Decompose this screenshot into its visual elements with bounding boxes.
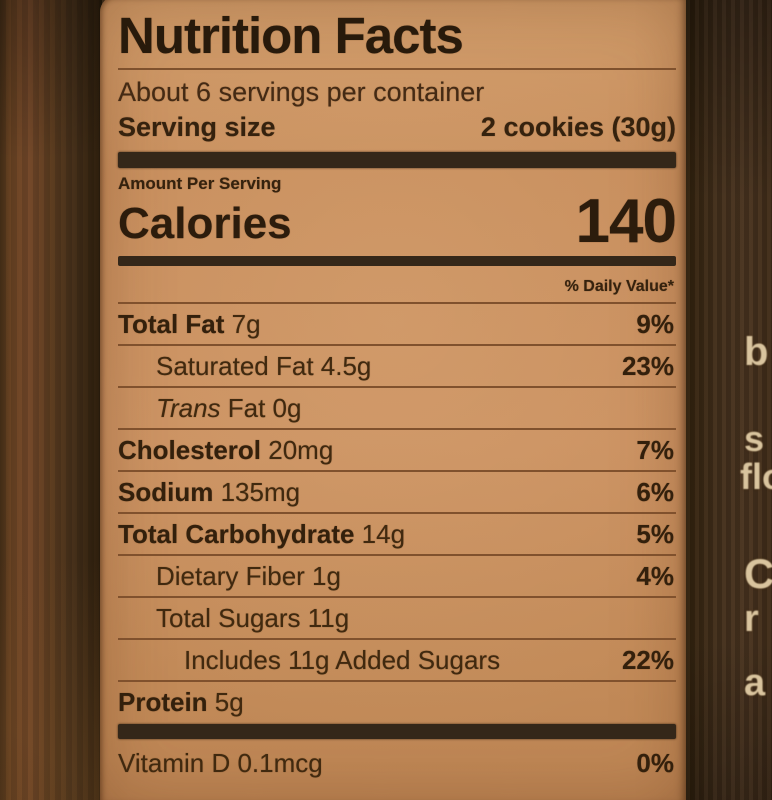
nutrient-name: Sodium 135mg: [118, 472, 300, 512]
nutrient-amount: 135mg: [213, 477, 301, 507]
nutrient-row: Total Carbohydrate 14g 5%: [118, 512, 676, 554]
edge-text-fragment: r: [744, 598, 759, 640]
separator-bar-thick: [118, 724, 676, 739]
nutrient-amount: 20mg: [261, 435, 334, 465]
nutrient-amount: 0g: [265, 393, 302, 423]
serving-size-value: 2 cookies (30g): [480, 112, 676, 142]
edge-text-fragment: s: [744, 418, 765, 459]
nutrient-row: Total Sugars 11g: [118, 596, 676, 638]
amount-per-serving-label: Amount Per Serving: [118, 174, 282, 193]
nutrient-row: Dietary Fiber 1g 4%: [118, 554, 676, 596]
nutrient-name-text: Fat: [220, 393, 266, 423]
separator-bar-thick: [118, 152, 676, 168]
nutrient-daily-value: 9%: [636, 309, 674, 339]
edge-text-fragment: a: [744, 662, 766, 704]
package-background-right: [672, 0, 772, 800]
nutrient-name-text: Saturated Fat: [156, 351, 314, 381]
serving-size-label: Serving size: [118, 112, 276, 142]
nutrient-amount: 7g: [224, 309, 261, 339]
nutrient-name: Saturated Fat 4.5g: [156, 346, 371, 386]
calories-label: Calories: [118, 199, 292, 248]
nutrient-name-text: Protein: [118, 687, 208, 717]
nutrient-name-italic: Trans: [156, 393, 221, 423]
nutrient-row: Total Fat 7g 9%: [118, 302, 676, 344]
separator-hairline: [118, 68, 676, 70]
nutrient-name: Cholesterol 20mg: [118, 430, 333, 470]
edge-text-fragment: b: [744, 330, 769, 374]
nutrient-daily-value: 4%: [636, 561, 674, 591]
nutrient-name-text: Dietary Fiber: [156, 561, 305, 591]
nutrient-name: Protein 5g: [118, 682, 244, 722]
nutrient-daily-value: 22%: [621, 645, 674, 675]
nutrient-name-text: Total Sugars: [156, 603, 301, 633]
nutrient-row: Vitamin D 0.1mcg 0%: [118, 743, 676, 783]
nutrient-row: Cholesterol 20mg 7%: [118, 428, 676, 470]
nutrient-name: Total Sugars 11g: [156, 598, 349, 638]
nutrient-amount: 11g: [300, 603, 350, 633]
nutrient-name: Total Carbohydrate 14g: [118, 514, 405, 554]
edge-text-fragment: C: [744, 550, 772, 597]
nutrient-name-text: Cholesterol: [118, 435, 262, 465]
nutrient-name: Trans Fat 0g: [156, 388, 301, 428]
nutrient-row: Includes 11g Added Sugars 22%: [118, 638, 676, 680]
nutrient-daily-value: 23%: [621, 351, 674, 381]
nutrition-facts-title: Nutrition Facts: [118, 7, 464, 64]
nutrient-amount: 5g: [207, 687, 244, 717]
nutrient-name: Vitamin D 0.1mcg: [118, 743, 323, 783]
calories-value: 140: [575, 187, 677, 256]
nutrient-name: Total Fat 7g: [118, 304, 261, 344]
nutrient-name: Includes 11g Added Sugars: [184, 640, 500, 680]
nutrient-daily-value: 0%: [636, 748, 674, 778]
nutrient-daily-value: 6%: [636, 477, 674, 507]
nutrient-amount: 0.1mcg: [230, 748, 323, 778]
servings-per-container: About 6 servings per container: [118, 77, 485, 107]
nutrient-daily-value: 5%: [636, 519, 674, 549]
nutrient-name-text: Sodium: [118, 477, 214, 507]
package-background-left: [0, 0, 102, 800]
serving-size-row: Serving size 2 cookies (30g): [118, 109, 676, 145]
separator-bar-medium: [118, 256, 676, 266]
nutrition-facts-label: Nutrition Facts About 6 servings per con…: [100, 0, 686, 800]
nutrient-name-text: Total Carbohydrate: [118, 519, 355, 549]
nutrient-row: Protein 5g: [118, 680, 676, 722]
nutrient-rows: Total Fat 7g 9% Saturated Fat 4.5g 23% T…: [118, 302, 676, 783]
calories-row: Calories 140: [118, 187, 677, 256]
edge-text-fragment: flo: [740, 456, 772, 497]
nutrient-amount: 4.5g: [313, 351, 372, 381]
nutrient-name: Dietary Fiber 1g: [156, 556, 341, 596]
nutrient-amount: 14g: [354, 519, 406, 549]
nutrient-amount: 1g: [304, 561, 341, 591]
nutrient-row: Trans Fat 0g: [118, 386, 676, 428]
nutrient-row: Saturated Fat 4.5g 23%: [118, 344, 676, 386]
nutrient-name-text: Vitamin D: [118, 748, 231, 778]
nutrient-name-text: Includes 11g Added Sugars: [184, 645, 501, 675]
nutrient-daily-value: 7%: [636, 435, 674, 465]
daily-value-header: % Daily Value*: [564, 278, 674, 295]
nutrient-name-text: Total Fat: [118, 309, 225, 339]
nutrient-row: Sodium 135mg 6%: [118, 470, 676, 512]
